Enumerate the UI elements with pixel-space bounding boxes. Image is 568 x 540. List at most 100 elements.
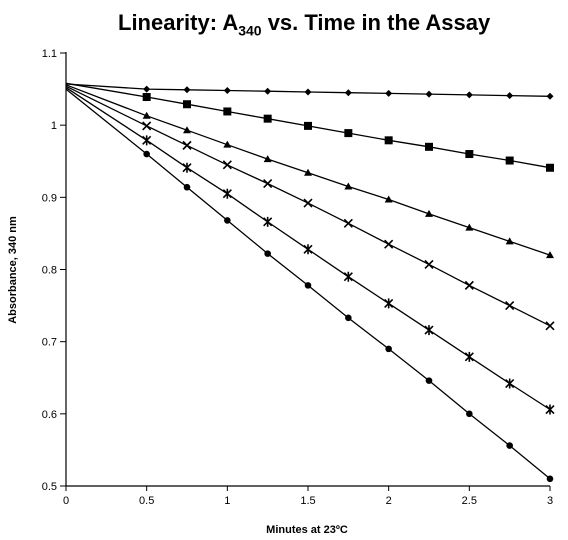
data-point-triangle bbox=[263, 155, 272, 163]
data-point-triangle bbox=[223, 140, 232, 148]
axes: 0.5 0.6 0.7 0.8 0.9 1 1.1 0 0.5 1 1.5 2 2.5 3 bbox=[42, 48, 553, 507]
data-point-square bbox=[465, 150, 474, 159]
data-point-square bbox=[344, 129, 353, 138]
data-point-square bbox=[505, 156, 514, 165]
series-line-diamond bbox=[65, 83, 551, 97]
data-point-star bbox=[142, 135, 152, 146]
y-tick-label: 0.9 bbox=[42, 192, 57, 204]
series-line-x bbox=[65, 85, 551, 327]
data-point-diamond bbox=[425, 90, 433, 98]
data-point-star bbox=[222, 188, 232, 199]
data-point-square bbox=[183, 100, 191, 109]
data-point-x bbox=[263, 179, 273, 189]
data-point-triangle bbox=[304, 168, 312, 176]
data-point-star bbox=[384, 298, 394, 309]
data-point-star bbox=[505, 378, 515, 389]
series-x bbox=[65, 85, 555, 331]
series-star bbox=[65, 87, 555, 415]
data-point-square bbox=[263, 114, 272, 123]
data-point-triangle bbox=[142, 111, 151, 119]
data-point-triangle bbox=[344, 182, 353, 190]
series-line-star bbox=[65, 87, 551, 411]
data-point-diamond bbox=[385, 89, 393, 97]
data-point-x bbox=[505, 301, 515, 311]
series-circle bbox=[65, 88, 554, 483]
data-point-star bbox=[545, 404, 555, 415]
data-point-circle bbox=[224, 217, 231, 224]
series-line-circle bbox=[65, 88, 551, 480]
data-point-square bbox=[546, 163, 554, 172]
data-point-star bbox=[263, 216, 273, 227]
data-point-triangle bbox=[183, 126, 191, 134]
x-tick-label: 1.5 bbox=[300, 495, 315, 507]
y-tick-label: 1 bbox=[51, 120, 57, 132]
series-layer bbox=[65, 82, 555, 483]
series-line-square bbox=[65, 82, 551, 169]
data-point-diamond bbox=[546, 92, 554, 100]
data-point-diamond bbox=[465, 91, 473, 99]
data-point-diamond bbox=[223, 87, 231, 95]
y-tick-label: 0.7 bbox=[42, 337, 57, 349]
data-point-diamond bbox=[264, 87, 272, 95]
y-tick-label: 1.1 bbox=[42, 48, 57, 60]
chart-title-suffix: vs. Time in the Assay bbox=[261, 10, 491, 35]
data-point-circle bbox=[345, 314, 352, 322]
data-point-square bbox=[142, 93, 151, 102]
data-point-diamond bbox=[506, 92, 514, 100]
data-point-circle bbox=[385, 345, 392, 353]
x-axis-title: Minutes at 23ºC bbox=[266, 524, 348, 536]
data-point-triangle bbox=[465, 223, 474, 231]
data-point-circle bbox=[304, 282, 312, 289]
data-point-circle bbox=[466, 410, 473, 418]
x-tick-label: 2 bbox=[386, 495, 392, 507]
data-point-square bbox=[425, 142, 433, 151]
y-tick-label: 0.6 bbox=[42, 409, 57, 421]
series-diamond bbox=[65, 83, 554, 100]
data-point-circle bbox=[425, 377, 433, 384]
data-point-circle bbox=[183, 183, 191, 191]
data-point-square bbox=[304, 121, 312, 130]
x-tick-label: 3 bbox=[547, 495, 553, 507]
data-point-triangle bbox=[505, 237, 514, 245]
data-point-x bbox=[545, 321, 555, 331]
data-point-x bbox=[384, 239, 394, 249]
data-point-triangle bbox=[425, 209, 433, 217]
data-point-x bbox=[464, 280, 474, 290]
data-point-square bbox=[384, 136, 393, 145]
data-point-triangle bbox=[546, 251, 554, 259]
data-point-diamond bbox=[304, 88, 312, 96]
data-point-circle bbox=[546, 475, 554, 483]
y-tick-label: 0.8 bbox=[42, 265, 57, 277]
series-line-triangle bbox=[65, 84, 551, 256]
data-point-circle bbox=[264, 250, 271, 257]
data-point-diamond bbox=[183, 86, 191, 94]
chart-title-prefix: Linearity: A bbox=[118, 10, 239, 35]
data-point-star bbox=[182, 162, 192, 173]
data-point-diamond bbox=[344, 89, 352, 97]
series-square bbox=[65, 82, 554, 172]
data-point-star bbox=[424, 325, 434, 336]
data-point-star bbox=[303, 244, 313, 255]
data-point-x bbox=[303, 198, 313, 208]
data-point-circle bbox=[143, 150, 150, 158]
x-tick-label: 0 bbox=[63, 495, 69, 507]
x-tick-label: 2.5 bbox=[462, 495, 477, 507]
data-point-diamond bbox=[143, 85, 151, 93]
data-point-x bbox=[142, 121, 152, 131]
y-tick-label: 0.5 bbox=[42, 481, 57, 493]
data-point-x bbox=[182, 140, 192, 150]
data-point-x bbox=[343, 218, 353, 228]
series-triangle bbox=[65, 84, 554, 259]
data-point-triangle bbox=[384, 195, 393, 203]
data-point-x bbox=[424, 259, 434, 270]
x-tick-label: 0.5 bbox=[139, 495, 154, 507]
data-point-star bbox=[464, 351, 474, 362]
chart-title-subscript: 340 bbox=[238, 22, 262, 39]
chart-title: Linearity: A340 vs. Time in the Assay bbox=[118, 10, 566, 44]
y-axis-title: Absorbance, 340 nm bbox=[7, 216, 19, 324]
data-point-x bbox=[222, 160, 232, 170]
data-point-circle bbox=[506, 442, 513, 449]
x-tick-label: 1 bbox=[224, 495, 230, 507]
data-point-square bbox=[223, 107, 232, 116]
